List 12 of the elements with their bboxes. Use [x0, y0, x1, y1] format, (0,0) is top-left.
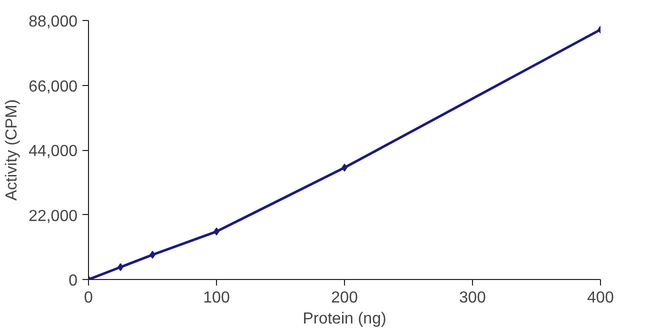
y-tick-label: 22,000 [28, 208, 78, 225]
x-tick-label: 400 [587, 290, 614, 306]
x-tick-label: 300 [459, 290, 486, 306]
x-axis-title: Protein (ng) [302, 310, 386, 328]
y-axis-title: Activity (CPM) [4, 99, 21, 201]
y-tick-label: 66,000 [28, 78, 78, 96]
x-tick-label: 200 [331, 290, 358, 306]
x-tick-label: 100 [203, 290, 230, 306]
x-tick-label: 0 [84, 290, 94, 306]
y-tick-label: 88,000 [28, 14, 78, 30]
y-tick-label: 44,000 [28, 143, 78, 160]
y-tick-label: 0 [68, 272, 78, 290]
